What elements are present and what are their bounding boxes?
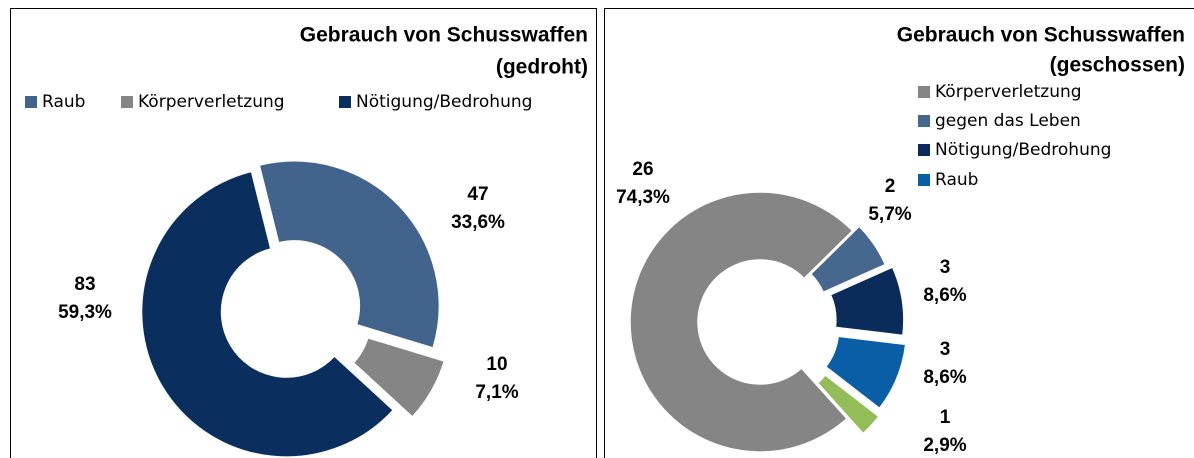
data-label-percent: 2,9%	[923, 435, 966, 456]
data-label-percent: 7,1%	[475, 382, 518, 403]
donut-slice	[258, 160, 441, 349]
data-label-percent: 8,6%	[923, 367, 966, 388]
data-label: 1	[940, 407, 951, 428]
legend-swatch	[25, 96, 37, 108]
donut-slice	[629, 191, 854, 453]
legend-swatch	[339, 96, 351, 108]
chart-title: Gebrauch von Schusswaffen	[300, 24, 588, 47]
data-label: 83	[74, 274, 95, 295]
data-label-percent: 74,3%	[616, 187, 670, 208]
legend-label: Raub	[42, 92, 85, 112]
data-label: 10	[486, 354, 507, 375]
data-label: 3	[940, 339, 951, 360]
chart-title: (gedroht)	[496, 56, 588, 79]
legend-swatch	[121, 96, 133, 108]
legend-label: Körperverletzung	[935, 82, 1082, 102]
donut-slice	[809, 225, 887, 294]
data-label-percent: 33,6%	[451, 212, 505, 233]
data-label: 2	[885, 176, 896, 197]
panel-border	[604, 8, 1194, 458]
data-label: 26	[632, 159, 653, 180]
data-label-percent: 8,6%	[923, 285, 966, 306]
legend-label: gegen das Leben	[935, 111, 1081, 131]
data-label: 47	[467, 184, 488, 205]
donut-slice	[829, 266, 905, 337]
data-label: 3	[940, 257, 951, 278]
legend-swatch	[918, 174, 930, 186]
chart-title: (geschossen)	[1050, 54, 1185, 77]
legend-label: Körperverletzung	[138, 92, 285, 112]
legend-swatch	[918, 115, 930, 127]
legend-label: Raub	[935, 170, 978, 190]
data-label-percent: 5,7%	[868, 204, 911, 225]
legend-swatch	[918, 144, 930, 156]
donut-slice	[352, 336, 446, 419]
donut-slice	[824, 335, 907, 410]
legend-label: Nötigung/Bedrohung	[935, 140, 1111, 160]
donut-slice	[816, 373, 881, 435]
donut-slice	[140, 170, 395, 458]
panel-border	[10, 8, 597, 458]
chart-title: Gebrauch von Schusswaffen	[897, 24, 1185, 47]
legend-swatch	[918, 86, 930, 98]
legend-label: Nötigung/Bedrohung	[356, 92, 532, 112]
data-label-percent: 59,3%	[58, 302, 112, 323]
